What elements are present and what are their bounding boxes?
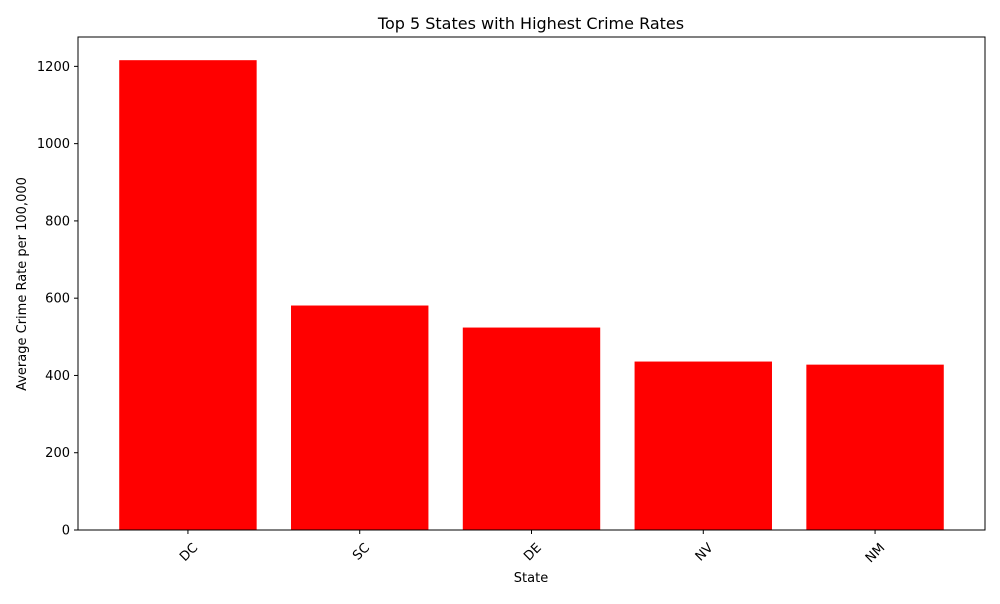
y-axis-label: Average Crime Rate per 100,000 xyxy=(15,177,30,391)
y-axis-ticks: 0 200 400 600 800 1000 1200 xyxy=(37,60,78,539)
x-axis-ticks: DC SC DE NV NM xyxy=(177,530,888,566)
y-tick-label: 400 xyxy=(45,369,70,384)
x-tick-label-sc: SC xyxy=(350,541,373,564)
y-tick-label: 600 xyxy=(45,292,70,307)
x-tick-label-nm: NM xyxy=(863,541,888,566)
x-tick-label-nv: NV xyxy=(693,541,717,565)
x-tick-label-dc: DC xyxy=(177,541,201,565)
y-tick-label: 1200 xyxy=(37,60,70,75)
bar-nv xyxy=(634,361,772,530)
y-tick-label: 0 xyxy=(62,524,70,539)
x-tick-label-de: DE xyxy=(521,541,545,565)
bars-group xyxy=(119,60,944,531)
chart-title: Top 5 States with Highest Crime Rates xyxy=(377,14,684,33)
bar-nm xyxy=(806,364,944,530)
bar-sc xyxy=(291,305,429,530)
y-tick-label: 800 xyxy=(45,214,70,229)
y-tick-label: 200 xyxy=(45,446,70,461)
plot-frame xyxy=(77,36,986,531)
x-axis-label: State xyxy=(514,571,548,586)
bar-de xyxy=(462,327,601,530)
y-tick-label: 1000 xyxy=(37,137,70,152)
bar-dc xyxy=(119,60,257,531)
